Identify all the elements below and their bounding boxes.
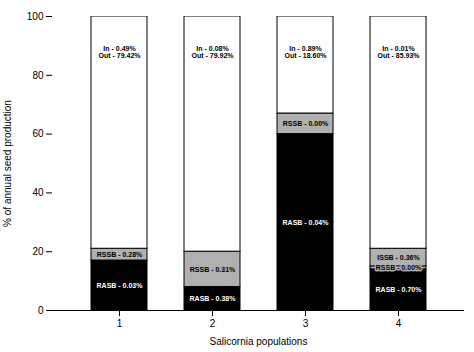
svg-text:40: 40 [32,187,44,198]
svg-text:RSSB - 0.31%: RSSB - 0.31% [190,266,236,273]
svg-text:% of annual seed production: % of annual seed production [2,100,13,227]
svg-text:RASB - 0.70%: RASB - 0.70% [376,286,423,293]
svg-text:ISSB - 0.36%: ISSB - 0.36% [377,254,420,261]
svg-text:RSSB - 0.28%: RSSB - 0.28% [97,251,143,258]
svg-text:80: 80 [32,70,44,81]
svg-text:In - 0.08%Out - 79.92%: In - 0.08%Out - 79.92% [191,45,234,59]
svg-text:100: 100 [27,11,44,22]
svg-text:In - 0.49%Out - 79.42%: In - 0.49%Out - 79.42% [98,45,141,59]
svg-text:RSSB - 0.00%: RSSB - 0.00% [283,120,329,127]
svg-text:4: 4 [396,318,402,329]
svg-text:3: 3 [303,318,309,329]
svg-text:Salicornia populations: Salicornia populations [210,336,308,347]
svg-text:0: 0 [38,305,44,316]
svg-text:20: 20 [32,246,44,257]
svg-text:In - 0.89%Out - 18.60%: In - 0.89%Out - 18.60% [284,45,327,59]
svg-text:RSSB - 0.00%: RSSB - 0.00% [376,264,422,271]
svg-text:60: 60 [32,128,44,139]
svg-text:2: 2 [210,318,216,329]
svg-text:RASB - 0.04%: RASB - 0.04% [283,219,330,226]
svg-text:RASB - 0.38%: RASB - 0.38% [190,295,237,302]
svg-text:In - 0.01%Out - 85.93%: In - 0.01%Out - 85.93% [377,45,420,59]
svg-text:1: 1 [117,318,123,329]
svg-text:RASB - 0.03%: RASB - 0.03% [97,282,144,289]
